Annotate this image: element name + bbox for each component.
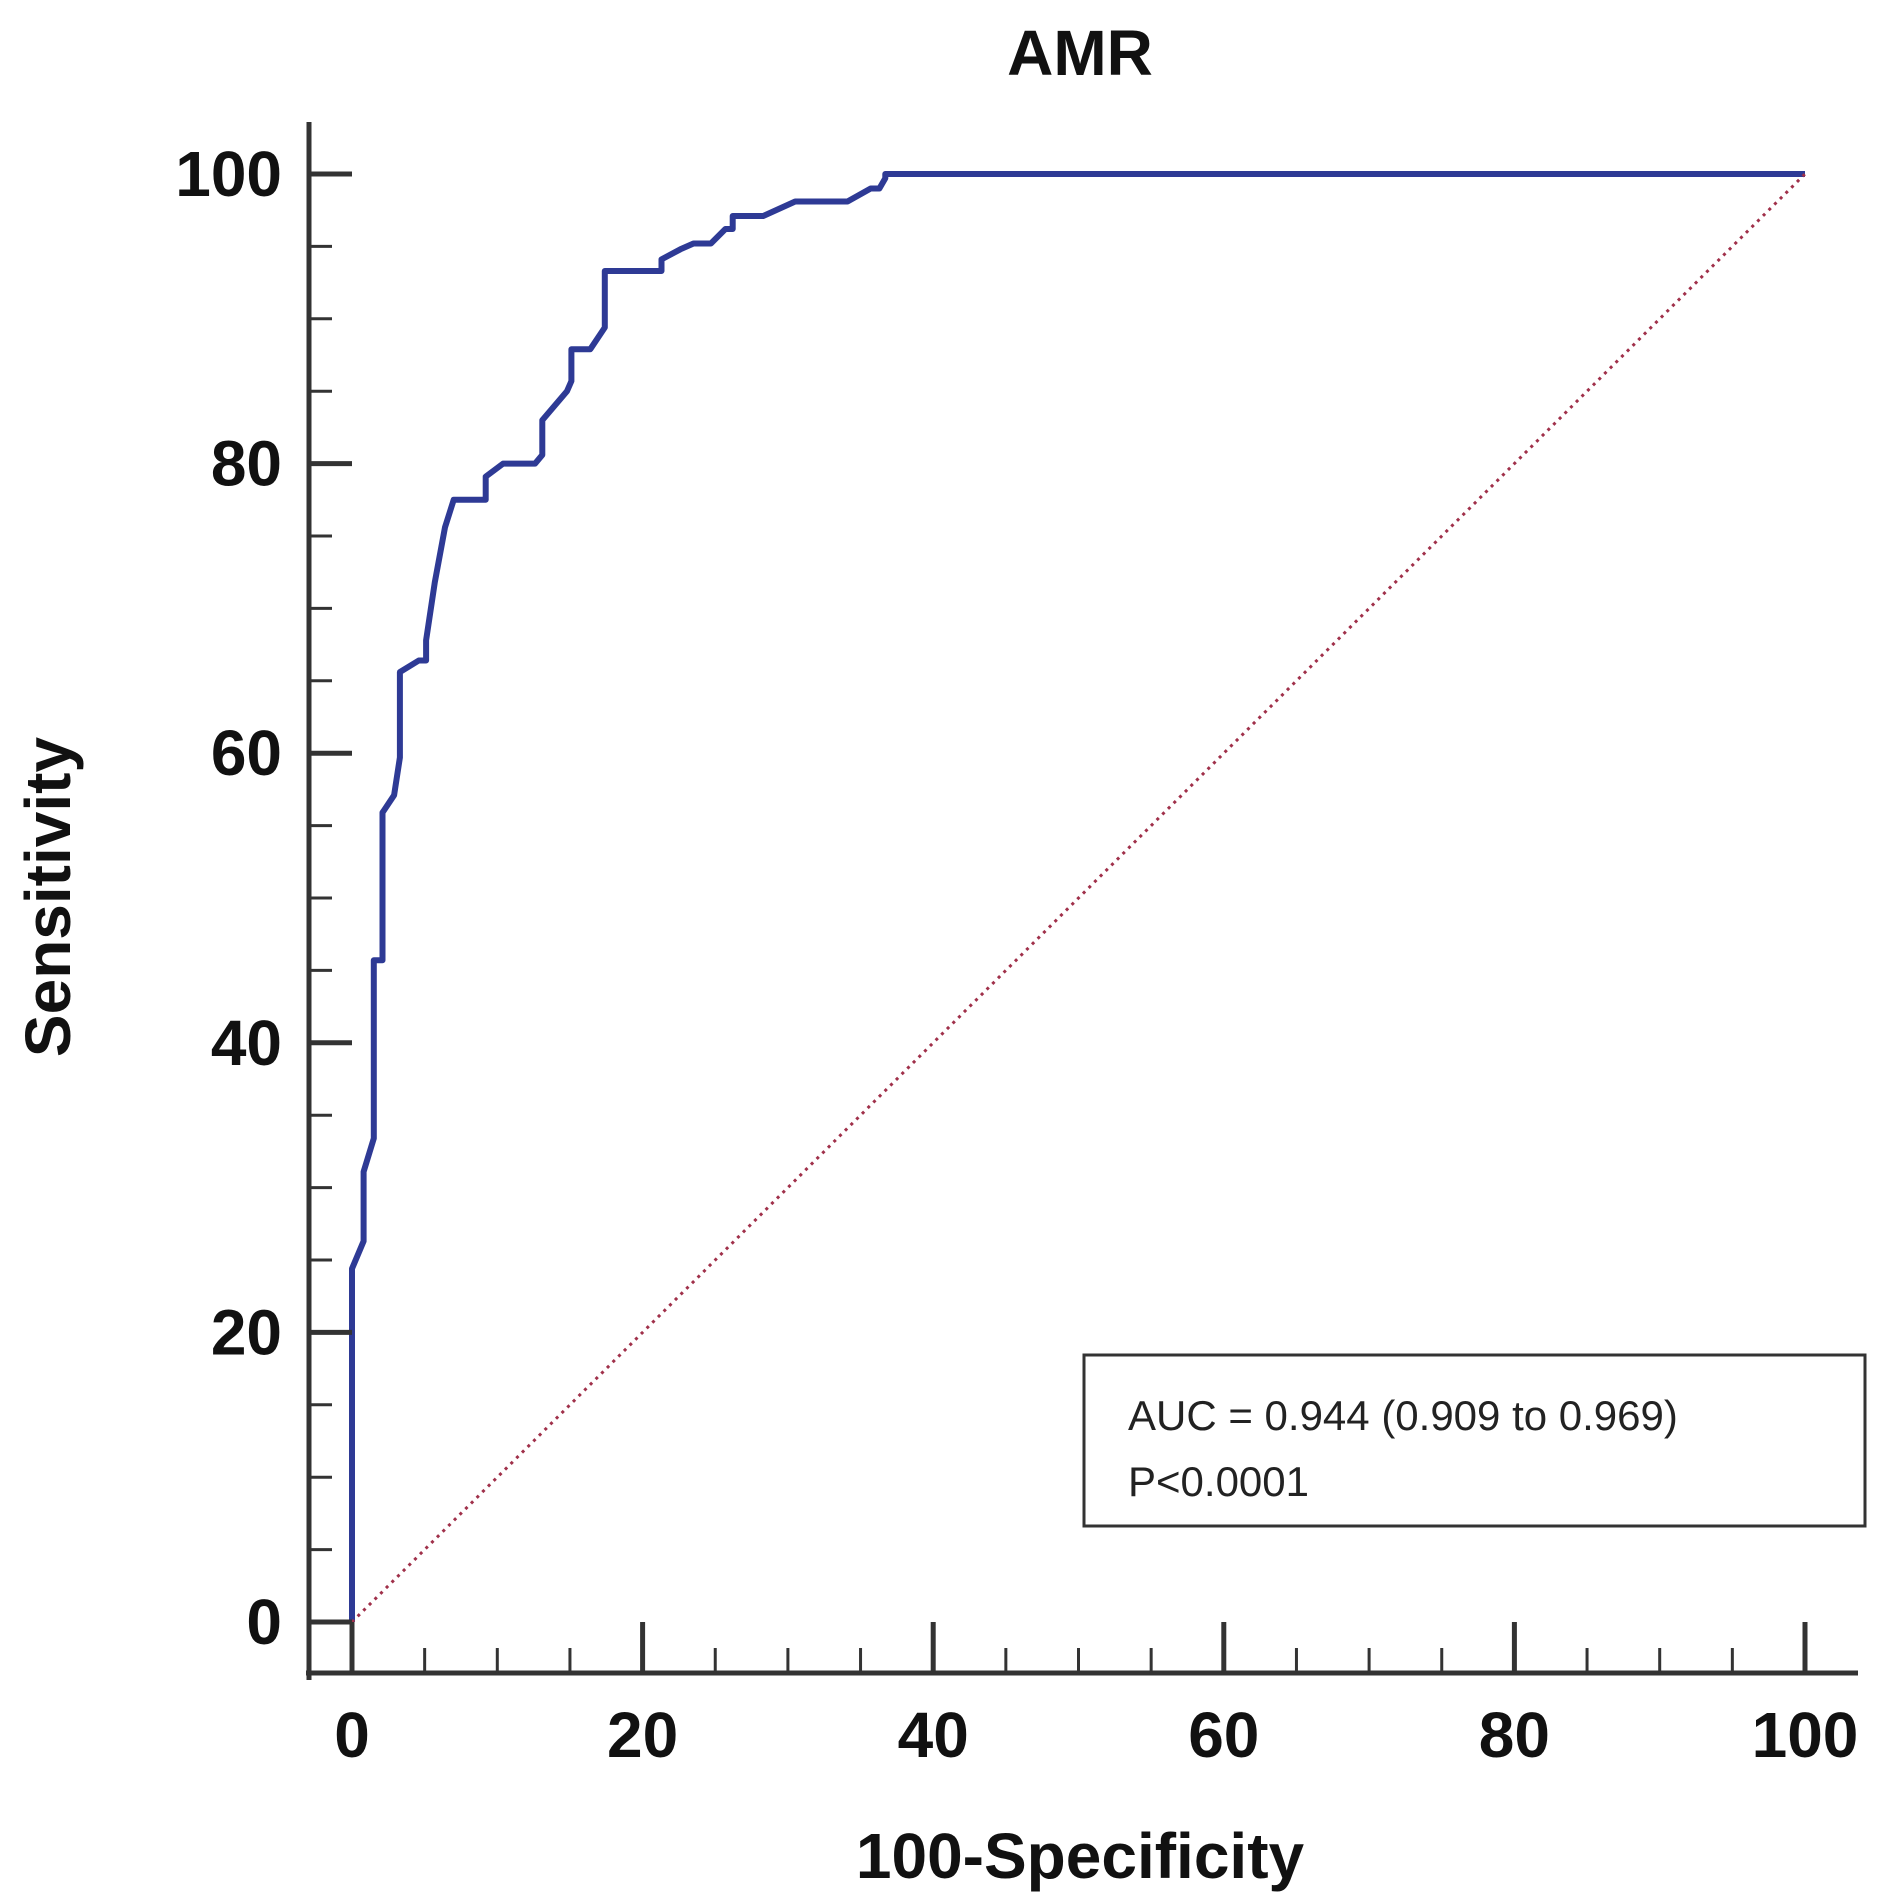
annotation-box: AUC = 0.944 (0.909 to 0.969) P<0.0001 (1082, 1353, 1867, 1528)
roc-curve-line (349, 171, 1805, 1622)
x-tick-label: 40 (898, 1699, 969, 1771)
y-tick-label: 40 (211, 1007, 282, 1079)
y-tick-label: 100 (175, 138, 282, 210)
annotation-frame (1082, 1353, 1867, 1528)
y-tick-label: 60 (211, 717, 282, 789)
y-tick-label: 80 (211, 428, 282, 500)
x-axis-title: 100-Specificity (856, 1820, 1305, 1892)
x-tick-label: 0 (334, 1699, 370, 1771)
x-tick-label: 60 (1188, 1699, 1259, 1771)
y-tick-label: 0 (246, 1586, 282, 1658)
y-tick-label: 20 (211, 1296, 282, 1368)
auc-text: AUC = 0.944 (0.909 to 0.969) (1128, 1392, 1678, 1439)
y-axis-title: Sensitivity (12, 737, 84, 1058)
x-tick-label: 80 (1479, 1699, 1550, 1771)
x-tick-label: 20 (607, 1699, 678, 1771)
reference-diagonal-line (350, 172, 1807, 1624)
chart-title: AMR (1007, 17, 1153, 89)
p-value-text: P<0.0001 (1128, 1458, 1309, 1505)
x-tick-label: 100 (1752, 1699, 1859, 1771)
